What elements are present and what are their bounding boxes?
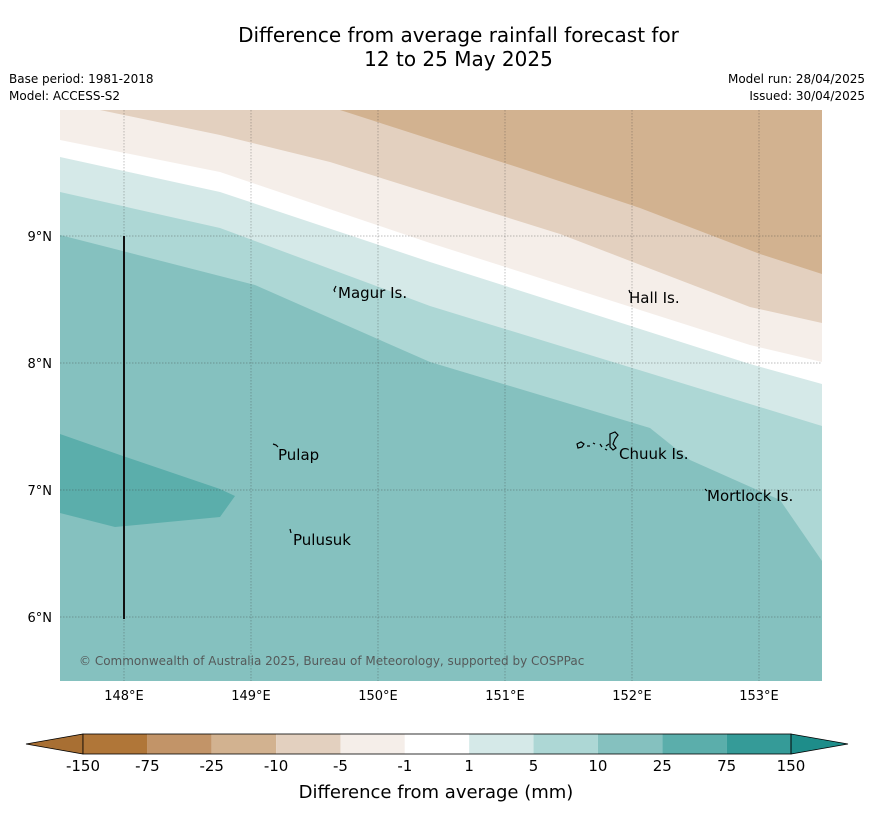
colorbar-bin: [469, 734, 534, 754]
copyright-text: © Commonwealth of Australia 2025, Bureau…: [79, 654, 584, 668]
rainfall-contours: [60, 110, 822, 681]
band-minus25-to-minus10: [340, 110, 822, 274]
colorbar-bin: [404, 734, 470, 754]
lon-tick: 149°E: [231, 689, 271, 704]
model-text: Model: ACCESS-S2: [9, 89, 121, 103]
lon-tick: 151°E: [485, 689, 525, 704]
colorbar-tick-label: -5: [333, 757, 348, 775]
latitude-ticks: 9°N 8°N 7°N 6°N: [28, 230, 53, 626]
colorbar-bin: [662, 734, 727, 754]
colorbar-bin: [211, 734, 277, 754]
place-labels: Magur Is. Hall Is. Pulap Chuuk Is. Mortl…: [278, 284, 793, 549]
lat-tick: 7°N: [28, 484, 53, 499]
lon-tick: 148°E: [104, 689, 144, 704]
lat-tick: 8°N: [28, 357, 53, 372]
map-title-line2: 12 to 25 May 2025: [364, 47, 553, 71]
colorbar-over-arrow: [790, 733, 849, 755]
colorbar-tick-label: -1: [397, 757, 412, 775]
lat-tick: 9°N: [28, 230, 53, 245]
colorbar-bin: [597, 734, 663, 754]
colorbar-bin: [340, 734, 405, 754]
band-25-to-75: [60, 434, 235, 527]
colorbar-bin: [147, 734, 212, 754]
base-period-text: Base period: 1981-2018: [9, 72, 154, 86]
colorbar: [25, 733, 849, 755]
place-magur: Magur Is.: [338, 284, 407, 302]
place-chuuk: Chuuk Is.: [619, 445, 688, 463]
issued-text: Issued: 30/04/2025: [749, 89, 865, 103]
place-pulap: Pulap: [278, 446, 319, 464]
colorbar-title: Difference from average (mm): [299, 782, 574, 803]
place-mortlock: Mortlock Is.: [707, 487, 793, 505]
island-shapes: [272, 285, 708, 534]
colorbar-tick-label: 150: [777, 757, 806, 775]
meta-right: Model run: 28/04/2025 Issued: 30/04/2025: [728, 71, 865, 105]
colorbar-tick-label: 75: [717, 757, 736, 775]
lon-tick: 152°E: [612, 689, 652, 704]
colorbar-tick-label: -150: [66, 757, 100, 775]
model-run-text: Model run: 28/04/2025: [727, 72, 865, 86]
place-pulusuk: Pulusuk: [293, 531, 351, 549]
place-hall: Hall Is.: [629, 289, 680, 307]
colorbar-labels: -150 -75 -25 -10 -5 -1 1 5 10 25 75 150: [66, 757, 805, 775]
colorbar-tick-label: -10: [264, 757, 289, 775]
colorbar-tick-label: -75: [135, 757, 160, 775]
map-title-line1: Difference from average rainfall forecas…: [238, 23, 679, 47]
lon-tick: 150°E: [358, 689, 398, 704]
lon-tick: 153°E: [739, 689, 779, 704]
longitude-ticks: 148°E 149°E 150°E 151°E 152°E 153°E: [104, 689, 779, 704]
colorbar-tick-label: 10: [588, 757, 607, 775]
colorbar-bin: [83, 734, 148, 754]
colorbar-tick-label: 5: [529, 757, 539, 775]
colorbar-bin: [276, 734, 341, 754]
lat-tick: 6°N: [28, 611, 53, 626]
colorbar-tick-label: 25: [653, 757, 672, 775]
colorbar-bin: [726, 734, 791, 754]
colorbar-bin: [533, 734, 598, 754]
colorbar-tick-label: -25: [199, 757, 224, 775]
colorbar-under-arrow: [25, 733, 84, 755]
colorbar-tick-label: 1: [464, 757, 474, 775]
meta-left: Base period: 1981-2018 Model: ACCESS-S2: [9, 71, 154, 105]
colorbar-frame: [82, 733, 792, 755]
